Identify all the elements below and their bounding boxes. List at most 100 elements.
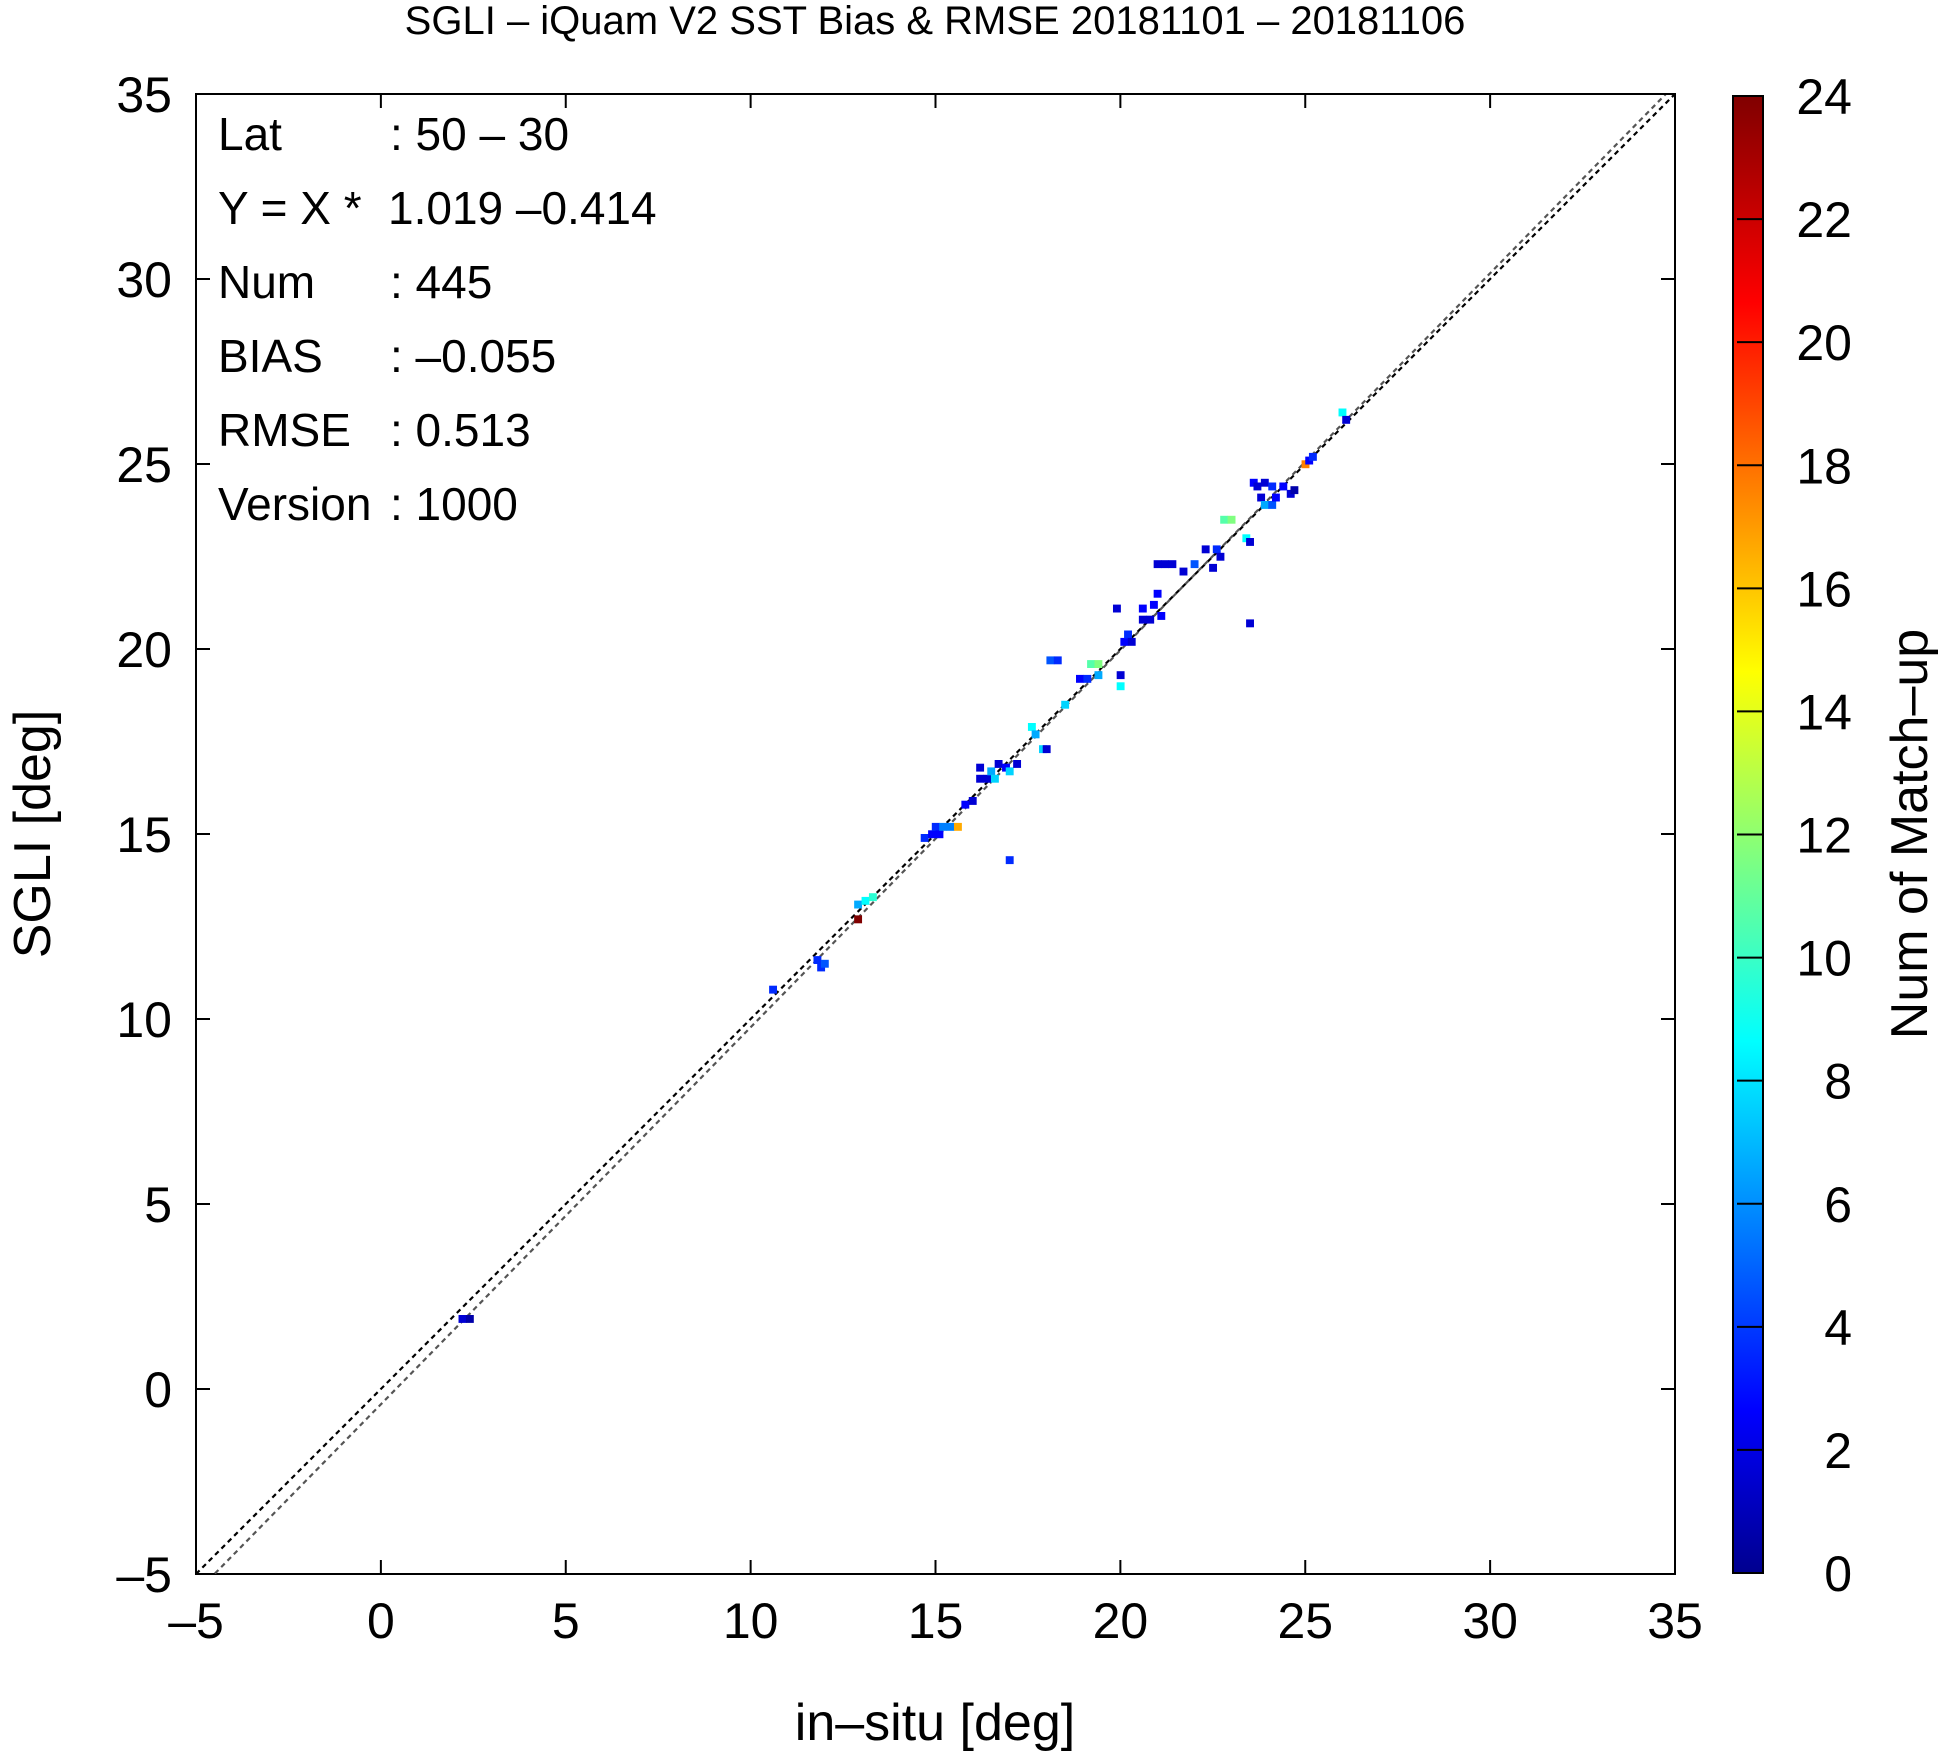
heatmap-cell <box>1031 730 1040 739</box>
heatmap-cell <box>1083 674 1092 683</box>
heatmap-cell <box>1116 671 1125 680</box>
heatmap-cell <box>1153 589 1162 598</box>
colorbar-tick-label: 6 <box>1824 1177 1852 1233</box>
stat-key: Version <box>218 478 371 530</box>
heatmap-cell <box>1290 486 1299 495</box>
y-axis-label: SGLI [deg] <box>4 710 62 959</box>
heatmap-cell <box>1094 671 1103 680</box>
heatmap-cell <box>935 830 944 839</box>
plot-area <box>195 93 1676 1575</box>
heatmap-cell <box>1260 501 1269 509</box>
heatmap-cell <box>1342 415 1351 424</box>
heatmap-cell <box>1212 545 1221 554</box>
heatmap-cell <box>994 760 1003 768</box>
y-tick-label: 5 <box>144 1177 172 1233</box>
heatmap-cell <box>939 822 948 831</box>
heatmap-cell <box>868 893 877 902</box>
y-tick-label: 25 <box>116 437 172 493</box>
heatmap-cell <box>1112 604 1121 613</box>
colorbar-tick-label: 24 <box>1796 69 1852 125</box>
heatmap-cell <box>1027 723 1036 731</box>
stat-key: BIAS <box>218 330 323 382</box>
heatmap-cell <box>1042 745 1051 754</box>
stat-value: : 50 – 30 <box>390 108 569 160</box>
heatmap-cell <box>1076 674 1084 683</box>
x-tick-label: 35 <box>1647 1593 1703 1649</box>
heatmap-cell <box>769 985 778 994</box>
colorbar-tick-label: 22 <box>1796 192 1852 248</box>
heatmap-cell <box>1013 760 1022 768</box>
heatmap-cell <box>920 834 929 842</box>
heatmap-cell <box>1168 560 1177 569</box>
y-tick-label: 10 <box>116 992 172 1048</box>
stat-value: 1.019 –0.414 <box>388 182 657 234</box>
colorbar-label: Num of Match–up <box>1881 629 1939 1039</box>
x-tick-label: 15 <box>908 1593 964 1649</box>
y-tick-label: –5 <box>116 1547 172 1603</box>
heatmap-cell <box>976 763 985 772</box>
heatmap-cell <box>1246 619 1254 628</box>
y-tick-label: 0 <box>144 1362 172 1418</box>
heatmap-cell <box>1146 615 1155 624</box>
heatmap-cell <box>1268 501 1277 509</box>
x-tick-label: 10 <box>723 1593 779 1649</box>
heatmap-cell <box>961 800 970 809</box>
x-axis: –5 0 5 10 15 20 25 30 35 <box>168 94 1703 1649</box>
heatmap-cell <box>983 774 992 783</box>
stat-value: : 1000 <box>390 478 518 530</box>
heatmap-cell <box>1124 630 1132 639</box>
stat-key: Lat <box>218 108 282 160</box>
colorbar-tick-label: 14 <box>1796 684 1852 740</box>
x-tick-label: 30 <box>1462 1593 1518 1649</box>
heatmap-cell <box>1161 560 1169 569</box>
heatmap-cell <box>931 822 940 831</box>
heatmap-cell <box>1094 660 1103 668</box>
heatmap-cell <box>1268 482 1277 491</box>
colorbar-tick-label: 2 <box>1824 1423 1852 1479</box>
stats-box: Lat: 50 – 30 Y = X * 1.019 –0.414 Num: 445 B… <box>218 108 657 530</box>
heatmap-cell <box>1179 567 1188 576</box>
heatmap-cell <box>1127 637 1136 646</box>
colorbar-tick-label: 20 <box>1796 315 1852 371</box>
heatmap-cell <box>1061 700 1070 709</box>
heatmap-cell <box>1005 767 1014 776</box>
colorbar-tick-label: 16 <box>1796 561 1852 617</box>
colorbar-tick-label: 8 <box>1824 1054 1852 1110</box>
heatmap-cell <box>465 1315 474 1323</box>
heatmap-cell <box>1271 493 1280 502</box>
heatmap-cell <box>1338 408 1347 417</box>
heatmap-cell <box>1257 493 1266 502</box>
heatmap-cell <box>953 822 962 831</box>
heatmap-cell <box>1138 615 1147 624</box>
stat-key: Num <box>218 256 315 308</box>
colorbar-tick-label: 18 <box>1796 438 1852 494</box>
stat-value: : –0.055 <box>390 330 556 382</box>
heatmap-cell <box>1138 604 1147 613</box>
x-tick-label: 0 <box>367 1593 395 1649</box>
heatmap-cell <box>976 774 985 783</box>
colorbar-tick-label: 10 <box>1796 931 1852 987</box>
heatmap-cell <box>1149 600 1158 609</box>
heatmap-cell <box>1308 452 1317 461</box>
y-tick-label: 15 <box>116 807 172 863</box>
heatmap-cell <box>1053 656 1062 665</box>
stat-key: RMSE <box>218 404 351 456</box>
heatmap-cell <box>1153 560 1162 569</box>
heatmap-cell <box>1246 538 1254 546</box>
x-tick-label: 25 <box>1277 1593 1333 1649</box>
heatmap-cell <box>854 915 863 924</box>
heatmap-cell <box>1005 856 1014 865</box>
heatmap-cell <box>1260 478 1269 487</box>
stat-value: : 0.513 <box>390 404 531 456</box>
heatmap-cell <box>1279 482 1288 491</box>
heatmap-cell <box>458 1315 467 1323</box>
y-axis: –5 0 5 10 15 20 25 30 35 <box>116 67 1675 1603</box>
heatmap-cell <box>1209 563 1218 572</box>
heatmap-cell <box>946 822 955 831</box>
heatmap-cell <box>1220 515 1229 524</box>
heatmap-cell <box>820 959 829 968</box>
x-tick-label: 5 <box>552 1593 580 1649</box>
x-tick-label: –5 <box>168 1593 224 1649</box>
